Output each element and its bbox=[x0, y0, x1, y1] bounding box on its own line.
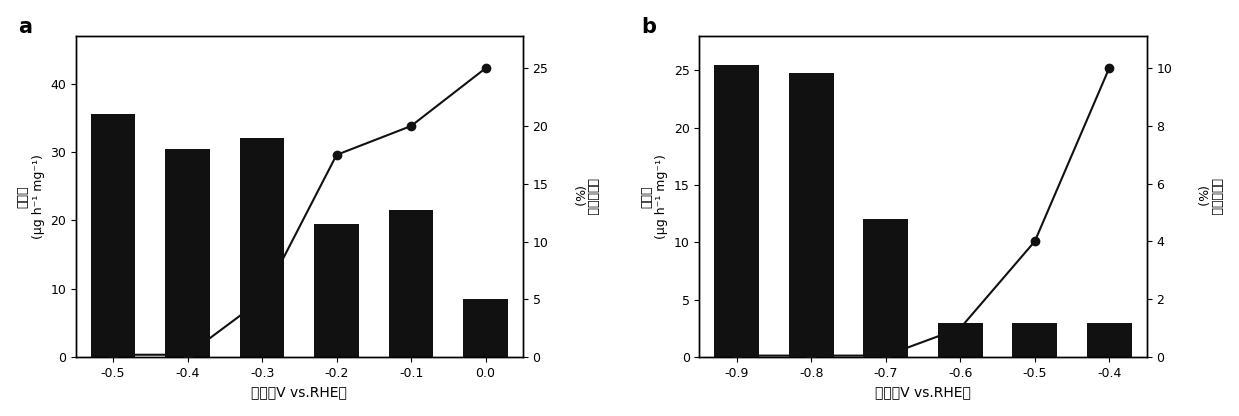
Bar bbox=[165, 149, 209, 357]
Bar bbox=[715, 64, 760, 357]
Bar bbox=[315, 224, 359, 357]
Bar bbox=[463, 299, 508, 357]
Bar bbox=[90, 114, 135, 357]
Y-axis label: 法拉第效率
(%): 法拉第效率 (%) bbox=[1194, 178, 1223, 215]
Bar bbox=[1087, 323, 1131, 357]
Y-axis label: 法拉第效率
(%): 法拉第效率 (%) bbox=[571, 178, 598, 215]
Bar bbox=[938, 323, 983, 357]
X-axis label: 电压（V vs.RHE）: 电压（V vs.RHE） bbox=[875, 385, 971, 399]
Bar bbox=[864, 219, 908, 357]
Text: a: a bbox=[17, 17, 32, 37]
Bar bbox=[1012, 323, 1057, 357]
X-axis label: 电压（V vs.RHE）: 电压（V vs.RHE） bbox=[252, 385, 347, 399]
Y-axis label: 氯产量
(μg h⁻¹ mg⁻¹): 氯产量 (μg h⁻¹ mg⁻¹) bbox=[16, 154, 45, 239]
Bar bbox=[389, 210, 434, 357]
Bar bbox=[239, 139, 285, 357]
Text: b: b bbox=[642, 17, 657, 37]
Y-axis label: 氯产量
(μg h⁻¹ mg⁻¹): 氯产量 (μg h⁻¹ mg⁻¹) bbox=[641, 154, 668, 239]
Bar bbox=[789, 72, 834, 357]
